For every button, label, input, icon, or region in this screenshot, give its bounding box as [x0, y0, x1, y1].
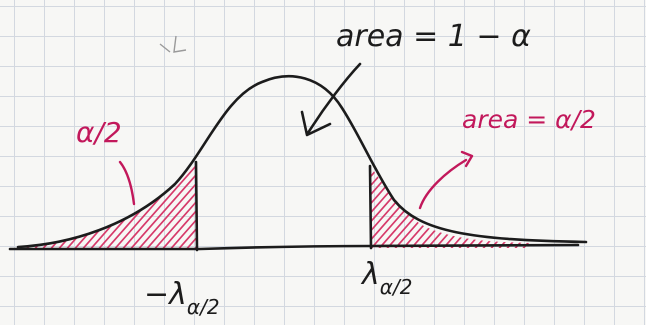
right-tail-hatch-stroke [495, 166, 530, 248]
left-tail-hatch-stroke [24, 160, 59, 248]
right-tail-hatch-stroke [519, 166, 530, 248]
left-tail-hatch-stroke [191, 160, 196, 248]
right-tail-hatch-stroke [370, 166, 371, 248]
left-tail-hatch-stroke [167, 160, 196, 248]
right-critical-subscript: α/2 [380, 275, 413, 299]
bell-curve [16, 75, 588, 249]
left-tail-hatch-stroke [24, 160, 75, 248]
left-tail-hatch-stroke [0, 150, 10, 252]
left-tail-label: α/2 [76, 116, 122, 149]
left-tail-hatch-stroke [24, 160, 27, 248]
center-area-arrow [306, 62, 362, 135]
left-critical-line [194, 160, 199, 252]
right-tail-label: area = α/2 [462, 105, 596, 134]
left-tail-hatch-stroke [127, 160, 196, 248]
right-critical-symbol: λ [360, 257, 380, 292]
left-tail-hatch-stroke [24, 160, 51, 248]
center-area-arrowhead [300, 110, 332, 137]
left-critical-label: −λα/2 [144, 277, 220, 319]
right-tail-pointer-head [460, 150, 474, 168]
pencil-doodle [159, 35, 187, 53]
left-tail-hatch-stroke [200, 150, 290, 252]
left-tail-hatch-stroke [175, 160, 196, 248]
left-tail-hatch-stroke [0, 150, 18, 252]
right-tail-hatch-stroke [527, 166, 530, 248]
left-tail-hatch-stroke [24, 160, 35, 248]
center-area-label: area = 1 − α [336, 19, 531, 54]
right-tail-hatching [370, 150, 626, 252]
right-tail-hatch-stroke [503, 166, 530, 248]
left-tail-hatch-stroke [24, 160, 83, 248]
x-axis-line [8, 243, 580, 251]
right-critical-label: λα/2 [360, 257, 412, 299]
left-tail-hatching [0, 150, 290, 252]
right-tail-pointer [418, 158, 468, 210]
left-tail-hatch-stroke [24, 160, 43, 248]
left-tail-hatch-stroke [24, 160, 67, 248]
left-tail-hatch-stroke [135, 160, 196, 248]
right-critical-line [368, 164, 373, 250]
right-tail-hatch-stroke [487, 166, 530, 248]
left-tail-hatch-stroke [143, 160, 196, 248]
right-tail-hatch-stroke [423, 166, 515, 248]
left-tail-hatch-stroke [151, 160, 196, 248]
left-critical-symbol: −λ [144, 277, 187, 312]
left-tail-pointer [118, 160, 136, 206]
right-tail-hatch-stroke [511, 166, 530, 248]
right-tail-hatch-stroke [455, 166, 530, 248]
left-critical-subscript: α/2 [187, 295, 220, 319]
left-tail-hatch-stroke [159, 160, 196, 248]
right-tail-hatch-stroke [370, 166, 379, 248]
right-tail-hatch-stroke [536, 150, 626, 252]
